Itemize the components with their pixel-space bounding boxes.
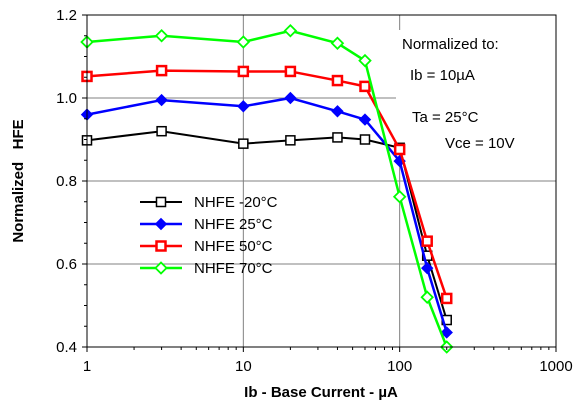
series-2 bbox=[81, 64, 453, 305]
data-point bbox=[359, 134, 371, 145]
data-point bbox=[359, 80, 371, 93]
legend-swatch-marker bbox=[155, 196, 167, 208]
data-point bbox=[156, 125, 167, 137]
legend-swatch-marker bbox=[155, 240, 167, 252]
annotation-ta-condition: Ta = 25°C bbox=[412, 109, 479, 126]
data-point bbox=[237, 65, 250, 78]
data-point bbox=[331, 74, 344, 87]
data-point bbox=[236, 35, 251, 49]
data-point bbox=[421, 235, 433, 247]
x-tick-label: 100 bbox=[387, 358, 412, 375]
legend-label: NHFE 50°C bbox=[194, 238, 273, 255]
legend-swatch-marker bbox=[154, 217, 168, 231]
y-tick-label: 1.2 bbox=[56, 7, 77, 24]
data-point bbox=[284, 65, 297, 78]
legend: NHFE -20°C NHFE 25°C NHFE 50°C NHFE 70°C bbox=[140, 194, 278, 277]
data-point bbox=[393, 143, 406, 156]
x-tick-label: 1000 bbox=[539, 358, 572, 375]
legend-label: NHFE 25°C bbox=[194, 216, 273, 233]
legend-label: NHFE 70°C bbox=[194, 260, 273, 277]
data-point bbox=[440, 292, 453, 305]
data-point bbox=[358, 113, 372, 126]
annotation-vce-condition: Vce = 10V bbox=[445, 135, 515, 152]
data-point bbox=[330, 36, 345, 50]
data-point bbox=[284, 91, 297, 105]
y-tick-label: 0.8 bbox=[56, 173, 77, 190]
data-point bbox=[238, 138, 249, 149]
x-tick-label: 10 bbox=[235, 358, 252, 375]
y-tick-label: 1.0 bbox=[56, 90, 77, 107]
data-point bbox=[392, 189, 407, 204]
data-point bbox=[155, 93, 168, 107]
series-1 bbox=[80, 91, 453, 339]
series-group bbox=[80, 23, 454, 354]
annotation-normalized-to: Normalized to: bbox=[402, 36, 499, 53]
legend-swatch-marker bbox=[154, 261, 168, 275]
x-tick-label: 1 bbox=[83, 358, 91, 375]
tick-labels: 1 10 100 1000 0.4 0.6 0.8 1.0 1.2 bbox=[56, 7, 573, 375]
data-point bbox=[358, 53, 372, 68]
data-point bbox=[420, 261, 434, 275]
data-point bbox=[440, 326, 453, 339]
data-point bbox=[237, 100, 250, 113]
legend-label: NHFE -20°C bbox=[194, 194, 278, 211]
y-axis-title: Normalized HFE bbox=[10, 119, 27, 242]
data-point bbox=[332, 132, 343, 143]
data-point bbox=[420, 290, 434, 304]
data-point bbox=[283, 23, 298, 38]
data-point bbox=[155, 64, 168, 77]
annotation-box-background bbox=[396, 30, 556, 150]
data-point bbox=[331, 105, 344, 118]
y-tick-label: 0.4 bbox=[56, 339, 77, 356]
y-tick-label: 0.6 bbox=[56, 256, 77, 273]
data-point bbox=[285, 135, 296, 146]
annotation-ib-condition: Ib = 10µA bbox=[410, 67, 475, 84]
x-axis-title: Ib - Base Current - µA bbox=[244, 384, 398, 401]
data-point bbox=[154, 28, 169, 43]
series-line bbox=[86, 29, 448, 348]
